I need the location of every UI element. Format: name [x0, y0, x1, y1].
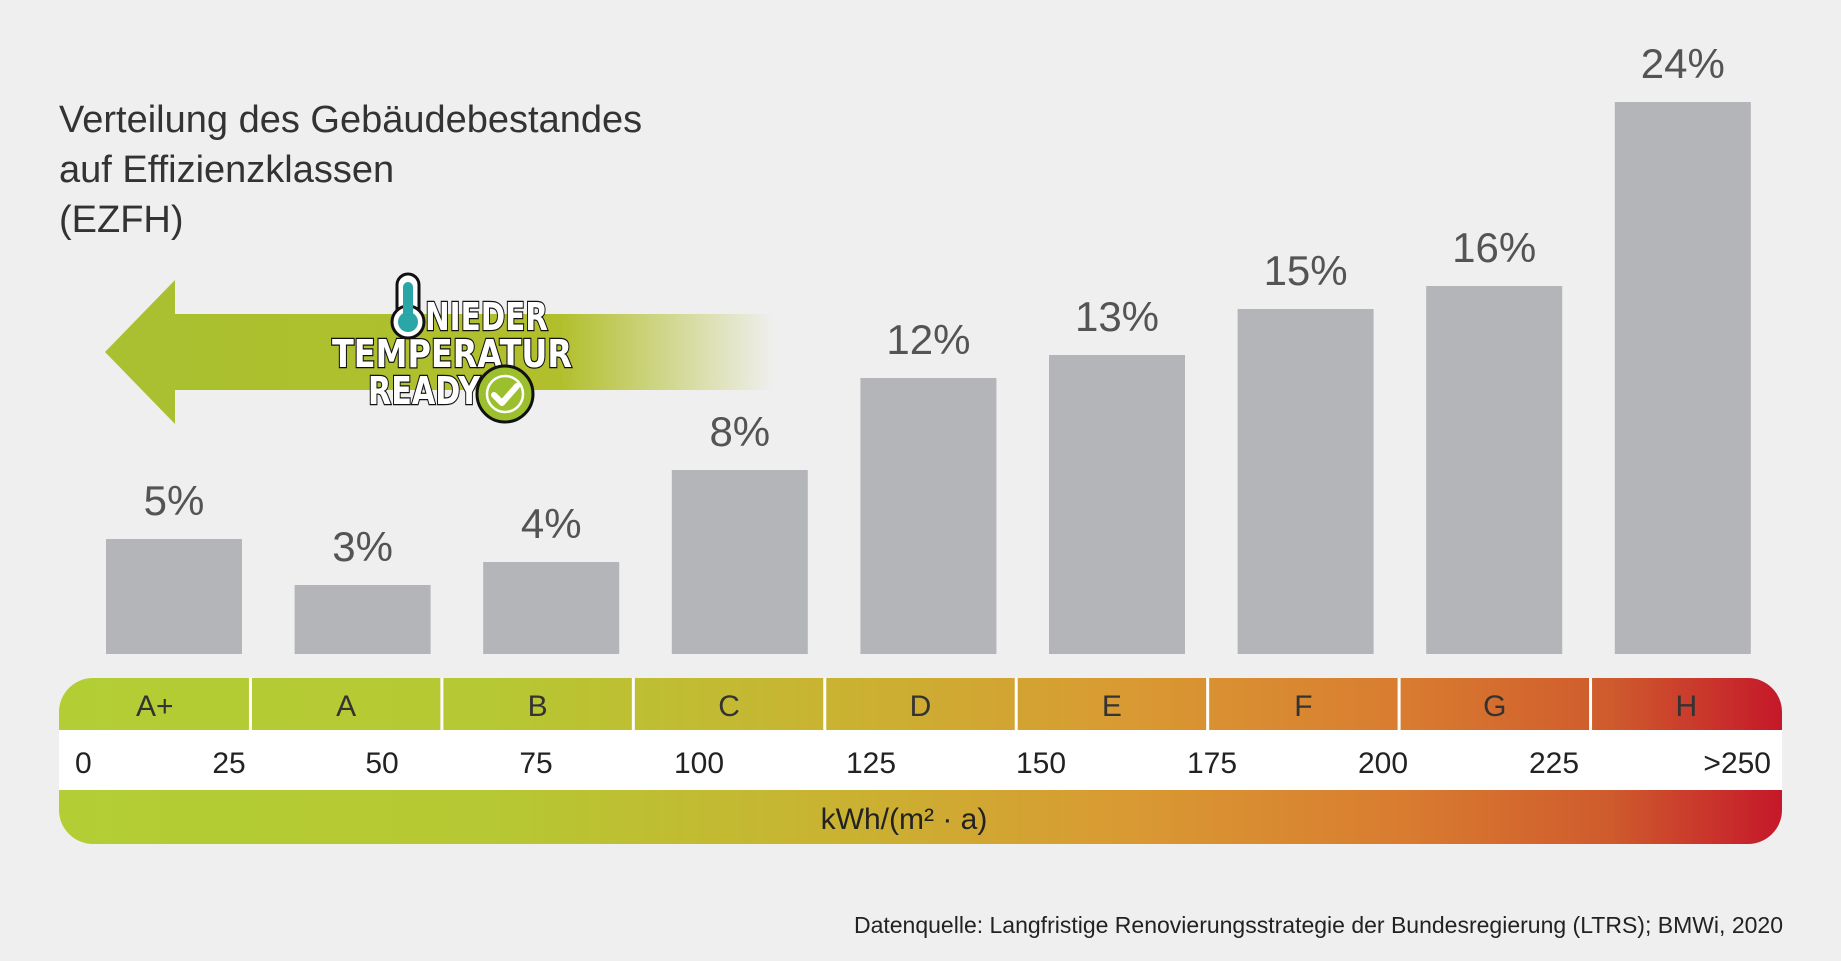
value-label-H: 24% [1641, 40, 1725, 87]
value-label-G: 16% [1452, 224, 1536, 271]
bar-G [1426, 286, 1563, 654]
class-label-F: F [1294, 690, 1312, 723]
scale-tick-10: >250 [1703, 747, 1771, 780]
niedertemperatur-arrow [105, 280, 775, 424]
bar-A [294, 585, 431, 654]
checkmark-icon [475, 364, 535, 424]
niedertemperatur-ready-badge: NIEDER TEMPERATUR READY [331, 272, 573, 424]
bar-D [860, 378, 997, 654]
badge-text-line-3: READY [368, 369, 480, 413]
scale-tick-4: 100 [674, 747, 724, 780]
value-label-C: 8% [709, 408, 770, 455]
title-line-2: auf Effizienzklassen [59, 149, 395, 191]
bar-E [1049, 355, 1185, 654]
scale-tick-labels: 0 25 50 75 100 125 150 175 200 225 >250 [75, 747, 1771, 780]
value-label-E: 13% [1075, 293, 1159, 340]
bars-group: 5% 3% 4% 8% 12% 13% 15% 16% 24% [106, 40, 1751, 654]
bar-A+ [106, 539, 242, 654]
unit-label: kWh/(m² · a) [821, 803, 988, 836]
class-labels: A+ A B C D E F G H [136, 690, 1697, 723]
class-separators [248, 678, 1593, 730]
scale-tick-7: 175 [1187, 747, 1237, 780]
bar-H [1614, 102, 1751, 654]
class-label-A: A [336, 690, 356, 723]
value-label-A: 3% [332, 523, 393, 570]
value-label-B: 4% [521, 500, 582, 547]
class-label-A+: A+ [136, 690, 174, 723]
value-label-A+: 5% [144, 477, 205, 524]
arrow-shape [105, 280, 775, 424]
thermometer-icon [390, 272, 426, 340]
class-label-C: C [718, 690, 740, 723]
title-line-3: (EZFH) [59, 199, 184, 241]
scale-tick-9: 225 [1529, 747, 1579, 780]
scale-tick-5: 125 [846, 747, 896, 780]
badge-text-line-1: NIEDER [425, 295, 548, 339]
scale-tick-6: 150 [1016, 747, 1066, 780]
class-label-D: D [910, 690, 932, 723]
class-label-H: H [1675, 690, 1697, 723]
class-label-E: E [1102, 690, 1122, 723]
scale-tick-0: 0 [75, 747, 92, 780]
bar-B [483, 562, 620, 654]
class-label-G: G [1483, 690, 1506, 723]
bar-C [671, 470, 808, 654]
source-note: Datenquelle: Langfristige Renovierungsst… [853, 912, 1783, 938]
scale-tick-1: 25 [212, 747, 245, 780]
value-label-D: 12% [886, 316, 970, 363]
value-label-F: 15% [1264, 247, 1348, 294]
efficiency-scale: A+ A B C D E F G H 0 25 50 75 100 125 150 175 200 225 >250… [59, 678, 1782, 844]
badge-text-line-2: TEMPERATUR [332, 332, 572, 376]
scale-values-row [59, 730, 1782, 790]
chart-title: Verteilung des Gebäudebestandes auf Effi… [59, 95, 642, 245]
class-label-B: B [528, 690, 548, 723]
scale-tick-8: 200 [1358, 747, 1408, 780]
scale-tick-2: 50 [365, 747, 398, 780]
bar-F [1237, 309, 1374, 654]
scale-tick-3: 75 [519, 747, 552, 780]
title-line-1: Verteilung des Gebäudebestandes [59, 99, 643, 141]
